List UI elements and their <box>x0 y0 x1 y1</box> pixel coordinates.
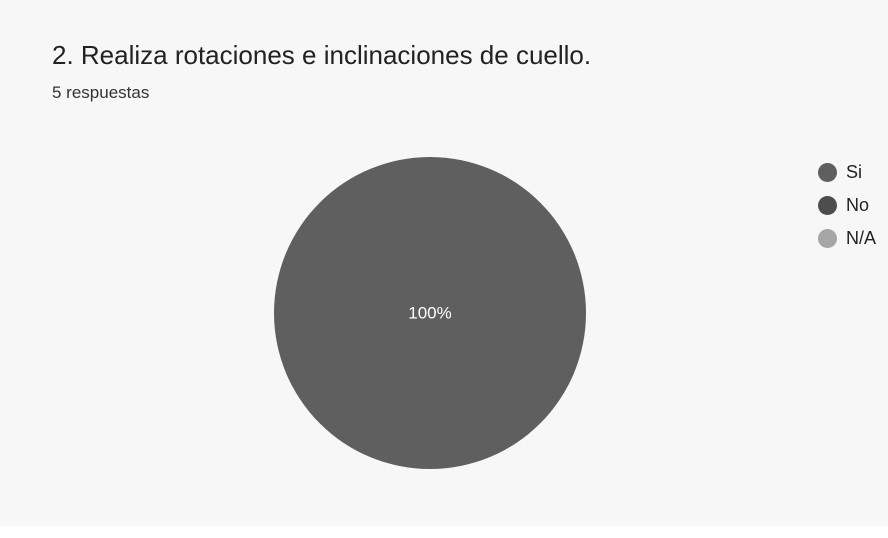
chart-legend: Si No N/A <box>818 156 876 255</box>
legend-swatch-no <box>818 196 837 215</box>
response-count: 5 respuestas <box>52 83 150 102</box>
card-bottom-edge <box>0 526 888 538</box>
legend-swatch-n-a <box>818 229 837 248</box>
legend-item-no[interactable]: No <box>818 189 876 222</box>
legend-label-n-a: N/A <box>846 228 877 248</box>
legend-label-no: No <box>846 195 870 215</box>
legend-item-n-a[interactable]: N/A <box>818 222 876 255</box>
pie-label-si: 100% <box>408 304 451 323</box>
legend-item-si[interactable]: Si <box>818 156 876 189</box>
chart-title: 2. Realiza rotaciones e inclinaciones de… <box>52 40 592 70</box>
pie-slices <box>274 157 586 469</box>
legend-label-si: Si <box>846 162 863 182</box>
legend-swatch-si <box>818 163 837 182</box>
pie-slice-labels: 100% <box>408 304 451 323</box>
pie-slice-si[interactable] <box>274 157 586 469</box>
